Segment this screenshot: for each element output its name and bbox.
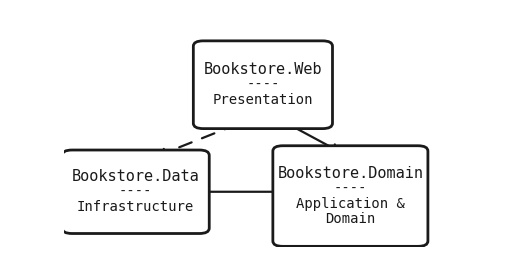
FancyBboxPatch shape	[273, 146, 428, 246]
Text: Domain: Domain	[325, 212, 376, 225]
Text: Infrastructure: Infrastructure	[77, 200, 194, 214]
Text: Bookstore.Domain: Bookstore.Domain	[278, 166, 423, 181]
Text: Presentation: Presentation	[213, 93, 313, 107]
Text: Bookstore.Data: Bookstore.Data	[72, 169, 200, 184]
Text: ----: ----	[333, 182, 367, 195]
FancyBboxPatch shape	[62, 150, 209, 234]
Text: ----: ----	[119, 185, 152, 199]
FancyBboxPatch shape	[193, 41, 332, 129]
Text: Application &: Application &	[296, 197, 405, 210]
Text: ----: ----	[246, 78, 280, 92]
Text: Bookstore.Web: Bookstore.Web	[204, 62, 322, 77]
